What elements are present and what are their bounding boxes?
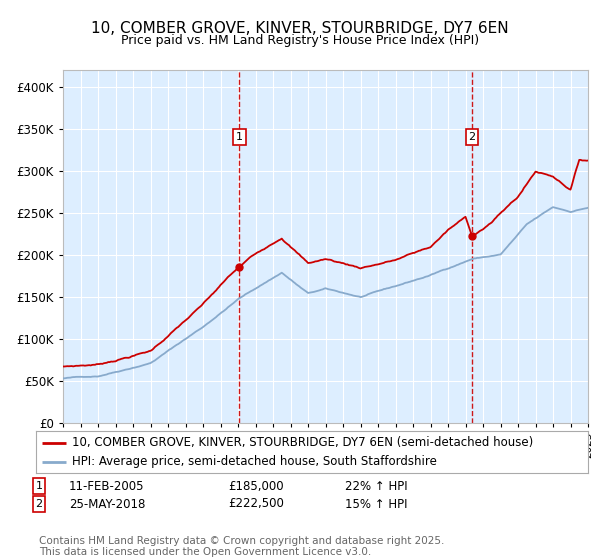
Text: 22% ↑ HPI: 22% ↑ HPI (345, 479, 407, 493)
Text: 25-MAY-2018: 25-MAY-2018 (69, 497, 145, 511)
Text: £185,000: £185,000 (228, 479, 284, 493)
Text: 1: 1 (236, 132, 243, 142)
Text: 10, COMBER GROVE, KINVER, STOURBRIDGE, DY7 6EN (semi-detached house): 10, COMBER GROVE, KINVER, STOURBRIDGE, D… (72, 436, 533, 449)
Text: 1: 1 (35, 481, 43, 491)
Text: Contains HM Land Registry data © Crown copyright and database right 2025.
This d: Contains HM Land Registry data © Crown c… (39, 535, 445, 557)
Text: 11-FEB-2005: 11-FEB-2005 (69, 479, 145, 493)
Text: £222,500: £222,500 (228, 497, 284, 511)
Text: Price paid vs. HM Land Registry's House Price Index (HPI): Price paid vs. HM Land Registry's House … (121, 34, 479, 46)
Text: 2: 2 (469, 132, 476, 142)
Text: HPI: Average price, semi-detached house, South Staffordshire: HPI: Average price, semi-detached house,… (72, 455, 437, 468)
Text: 2: 2 (35, 499, 43, 509)
Text: 15% ↑ HPI: 15% ↑ HPI (345, 497, 407, 511)
Text: 10, COMBER GROVE, KINVER, STOURBRIDGE, DY7 6EN: 10, COMBER GROVE, KINVER, STOURBRIDGE, D… (91, 21, 509, 36)
